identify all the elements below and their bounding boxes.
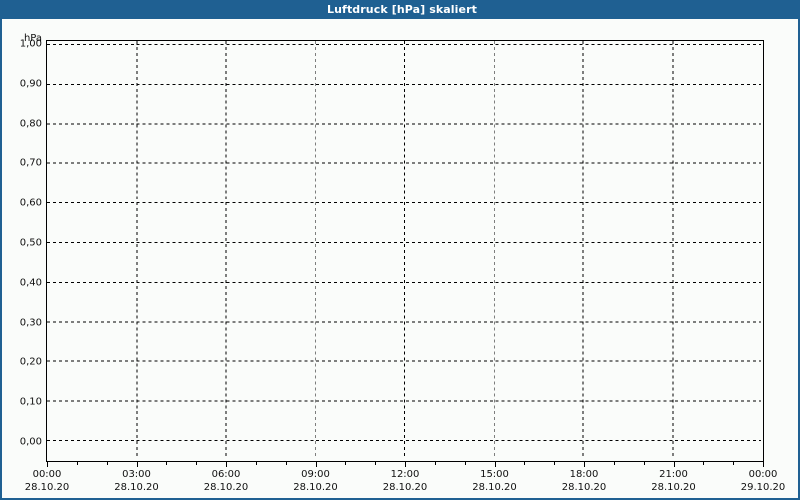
x-axis-tick-time: 09:00 (301, 469, 330, 480)
x-axis-tick-label: 09:00 28.10.20 (293, 468, 338, 494)
y-axis-unit-wrapper: hPa (2, 33, 42, 45)
x-axis-tick-date: 28.10.20 (651, 482, 696, 493)
y-axis-tick-labels: 1,00 0,90 0,80 0,70 0,60 0,50 0,40 0,30 0,20 0,10… (2, 0, 42, 498)
y-axis-tick-label: 0,20 (19, 356, 42, 368)
y-axis-tick-label: 1,00 (19, 38, 42, 50)
x-axis-tick-date: 28.10.20 (293, 482, 338, 493)
y-axis-tick-label: 0,90 (19, 78, 42, 90)
x-axis-tick-date: 28.10.20 (561, 482, 607, 493)
x-axis-tick-time: 00:00 (748, 469, 778, 480)
y-axis-tick-label: 0,30 (19, 317, 42, 329)
x-axis-tick-labels: 00:00 28.10.20 03:00 28.10.20 06:00 28.10.20 0… (2, 468, 798, 498)
y-axis-tick-label: 0,60 (19, 197, 42, 209)
x-axis-tick-label: 00:00 28.10.20 (25, 468, 70, 494)
x-axis-tick-date: 28.10.20 (203, 482, 249, 493)
y-axis-unit-label: hPa (23, 33, 42, 44)
x-axis-tick-date: 28.10.20 (472, 482, 517, 493)
x-axis-tick-date: 29.10.20 (740, 482, 786, 493)
x-axis-tick-label: 18:00 28.10.20 (562, 468, 607, 494)
plot-area (46, 40, 764, 462)
x-axis-tick-date: 28.10.20 (24, 482, 70, 493)
x-axis-tick-time: 15:00 (480, 469, 509, 480)
chart-title-bar: Luftdruck [hPa] skaliert (2, 0, 798, 19)
y-axis-tick-label: 0,70 (19, 157, 42, 169)
x-axis-tick-time: 03:00 (122, 469, 151, 480)
y-axis-tick-label: 0,50 (19, 237, 42, 249)
x-axis-tick-marks (47, 461, 764, 467)
y-axis-tick-label: 0,00 (19, 436, 42, 448)
x-axis-tick-label: 15:00 28.10.20 (472, 468, 517, 494)
y-axis-tick-label: 0,10 (19, 396, 42, 408)
y-axis-tick-label: 0,40 (19, 277, 42, 289)
x-axis-tick-date: 28.10.20 (382, 482, 428, 493)
y-axis-tick-label: 0,80 (19, 118, 42, 130)
x-axis-tick-label: 06:00 28.10.20 (204, 468, 249, 494)
x-axis-tick-time: 00:00 (32, 469, 62, 480)
x-axis-tick-time: 18:00 (569, 469, 599, 480)
x-axis-tick-time: 06:00 (211, 469, 241, 480)
grid-lines (47, 41, 762, 460)
x-axis-tick-label: 21:00 28.10.20 (651, 468, 696, 494)
x-axis-tick-date: 28.10.20 (114, 482, 159, 493)
x-axis-tick-label: 00:00 29.10.20 (741, 468, 786, 494)
x-axis-tick-time: 21:00 (659, 469, 688, 480)
x-axis-tick-label: 03:00 28.10.20 (114, 468, 159, 494)
x-axis-tick-time: 12:00 (390, 469, 420, 480)
x-axis-tick-label: 12:00 28.10.20 (383, 468, 428, 494)
chart-title: Luftdruck [hPa] skaliert (327, 3, 477, 16)
